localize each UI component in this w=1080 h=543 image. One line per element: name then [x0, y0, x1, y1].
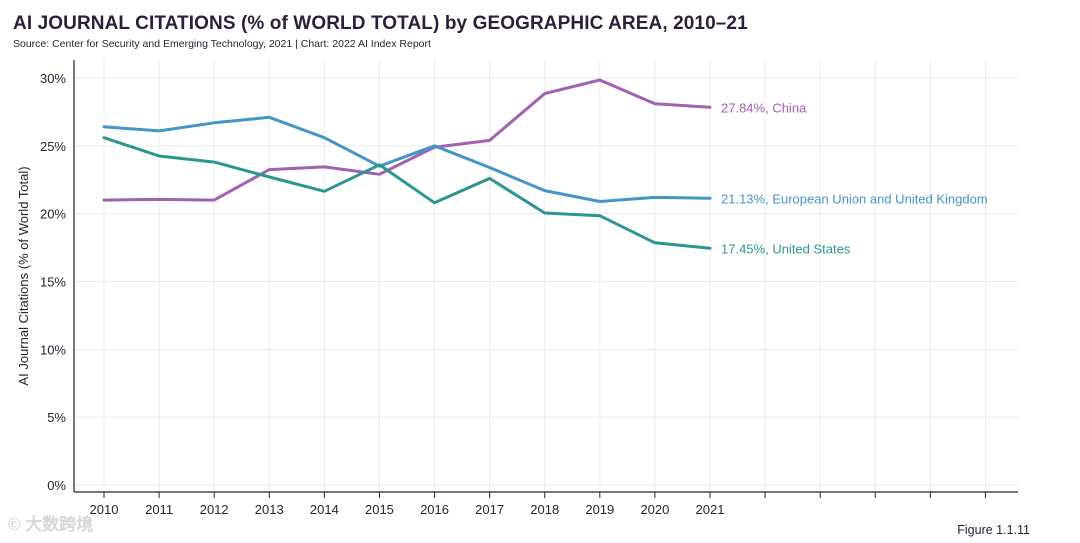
axes: AI Journal Citations (% of World Total): [16, 60, 1018, 493]
y-tick-label: 10%: [40, 342, 66, 357]
x-tick-label: 2014: [310, 502, 339, 517]
series-line-china: [102, 78, 712, 202]
y-tick-label: 25%: [40, 139, 66, 154]
x-tick-label: 2021: [696, 502, 725, 517]
x-tick-label: 2013: [255, 502, 284, 517]
y-tick-label: 15%: [40, 275, 66, 290]
x-tick-label: 2018: [530, 502, 559, 517]
x-tick-label: 2019: [585, 502, 614, 517]
y-axis-title: AI Journal Citations (% of World Total): [16, 166, 31, 385]
end-label-eu_uk: 21.13%, European Union and United Kingdo…: [721, 191, 988, 206]
grid-lines: [74, 60, 1018, 498]
x-tick-label: 2010: [90, 502, 119, 517]
end-label-china: 27.84%, China: [721, 100, 807, 115]
watermark-logo: © 大数跨境: [8, 515, 94, 534]
x-tick-label: 2016: [420, 502, 449, 517]
y-tick-label: 20%: [40, 207, 66, 222]
x-tick-label: 2017: [475, 502, 504, 517]
x-tick-label: 2012: [200, 502, 229, 517]
x-tick-label: 2011: [145, 502, 173, 517]
chart-title: AI JOURNAL CITATIONS (% of WORLD TOTAL) …: [13, 13, 748, 34]
y-tick-labels: 0% 5% 10% 15% 20% 25% 30%: [40, 71, 66, 493]
series-line-us: [102, 136, 712, 250]
y-tick-label: 30%: [40, 71, 66, 86]
x-tick-labels: 2010 2011 2012 2013 2014 2015 2016 2017 2018 2019…: [90, 502, 725, 517]
end-labels: 27.84%, China 21.13%, European Union and …: [721, 100, 988, 256]
figure-number: Figure 1.1.11: [957, 523, 1030, 537]
end-label-us: 17.45%, United States: [721, 241, 851, 256]
series-lines: [102, 78, 712, 250]
y-tick-label: 5%: [47, 410, 66, 425]
chart-subtitle: Source: Center for Security and Emerging…: [13, 38, 431, 50]
y-tick-label: 0%: [47, 478, 66, 493]
x-tick-label: 2020: [640, 502, 669, 517]
series-line-eu_uk: [102, 115, 712, 203]
x-tick-label: 2015: [365, 502, 394, 517]
